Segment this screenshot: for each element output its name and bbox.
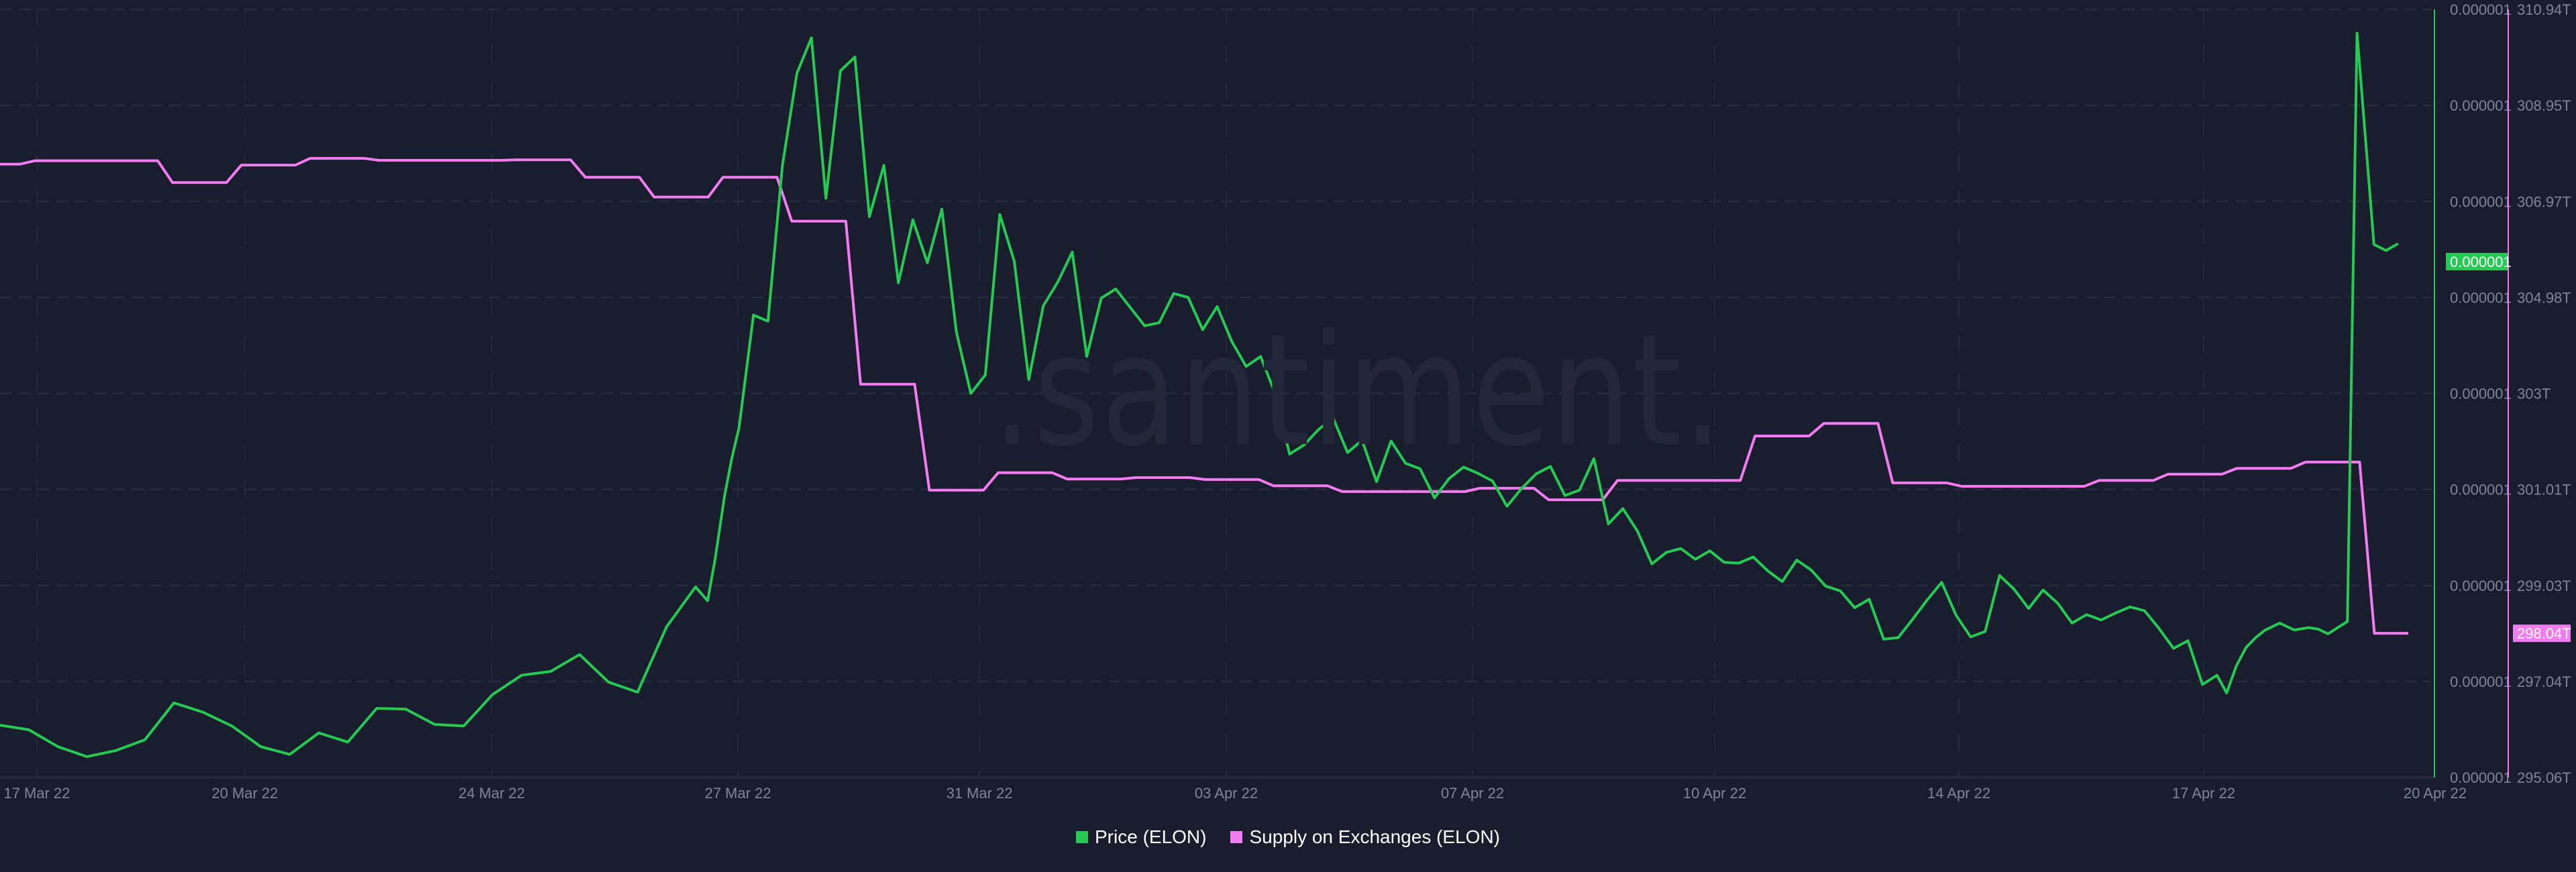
supply-swatch-icon [1230, 831, 1243, 843]
svg-text:0.000001: 0.000001 [2450, 482, 2512, 498]
svg-text:308.95T: 308.95T [2517, 97, 2571, 114]
price-current-tag [2446, 253, 2508, 270]
svg-text:20 Apr 22: 20 Apr 22 [2404, 785, 2467, 802]
svg-text:310.94T: 310.94T [2517, 1, 2571, 18]
legend-item-supply[interactable]: Supply on Exchanges (ELON) [1230, 826, 1500, 848]
price-series-line [0, 32, 2399, 759]
svg-text:295.06T: 295.06T [2517, 769, 2571, 786]
legend-item-price[interactable]: Price (ELON) [1076, 826, 1206, 848]
svg-text:0.000001: 0.000001 [2450, 193, 2512, 210]
svg-text:31 Mar 22: 31 Mar 22 [946, 785, 1012, 802]
supply-series-line [0, 157, 2408, 635]
svg-text:0.000001: 0.000001 [2450, 578, 2512, 594]
svg-text:306.97T: 306.97T [2517, 193, 2571, 210]
svg-text:17 Mar 22: 17 Mar 22 [3, 785, 70, 802]
svg-text:0.000001: 0.000001 [2450, 97, 2512, 114]
price-swatch-icon [1076, 831, 1088, 843]
svg-text:07 Apr 22: 07 Apr 22 [1441, 785, 1504, 802]
svg-text:303T: 303T [2517, 386, 2551, 402]
grid [0, 8, 2422, 777]
svg-text:0.000001: 0.000001 [2450, 289, 2512, 306]
axes: 0.000001 310.94T 0.000001 308.95T 0.000001 30… [0, 1, 2571, 802]
legend-label-supply: Supply on Exchanges (ELON) [1249, 826, 1500, 847]
svg-text:10 Apr 22: 10 Apr 22 [1683, 785, 1746, 802]
legend-label-price: Price (ELON) [1095, 826, 1207, 847]
svg-text:20 Mar 22: 20 Mar 22 [211, 785, 278, 802]
svg-text:301.01T: 301.01T [2517, 482, 2571, 498]
svg-text:299.03T: 299.03T [2517, 578, 2571, 594]
svg-text:14 Apr 22: 14 Apr 22 [1927, 785, 1990, 802]
svg-text:297.04T: 297.04T [2517, 673, 2571, 690]
svg-text:0.000001: 0.000001 [2450, 673, 2512, 690]
svg-text:0.000001: 0.000001 [2450, 254, 2512, 270]
svg-text:0.000001: 0.000001 [2450, 1, 2512, 18]
chart-legend: Price (ELON) Supply on Exchanges (ELON) [0, 826, 2576, 848]
svg-text:304.98T: 304.98T [2517, 289, 2571, 306]
svg-text:17 Apr 22: 17 Apr 22 [2172, 785, 2235, 802]
svg-text:298.04T: 298.04T [2517, 625, 2571, 642]
svg-text:0.000001: 0.000001 [2450, 386, 2512, 402]
svg-text:0.000001: 0.000001 [2450, 769, 2512, 786]
svg-text:03 Apr 22: 03 Apr 22 [1195, 785, 1258, 802]
svg-text:24 Mar 22: 24 Mar 22 [458, 785, 525, 802]
supply-current-tag [2513, 624, 2571, 643]
svg-text:27 Mar 22: 27 Mar 22 [704, 785, 771, 802]
